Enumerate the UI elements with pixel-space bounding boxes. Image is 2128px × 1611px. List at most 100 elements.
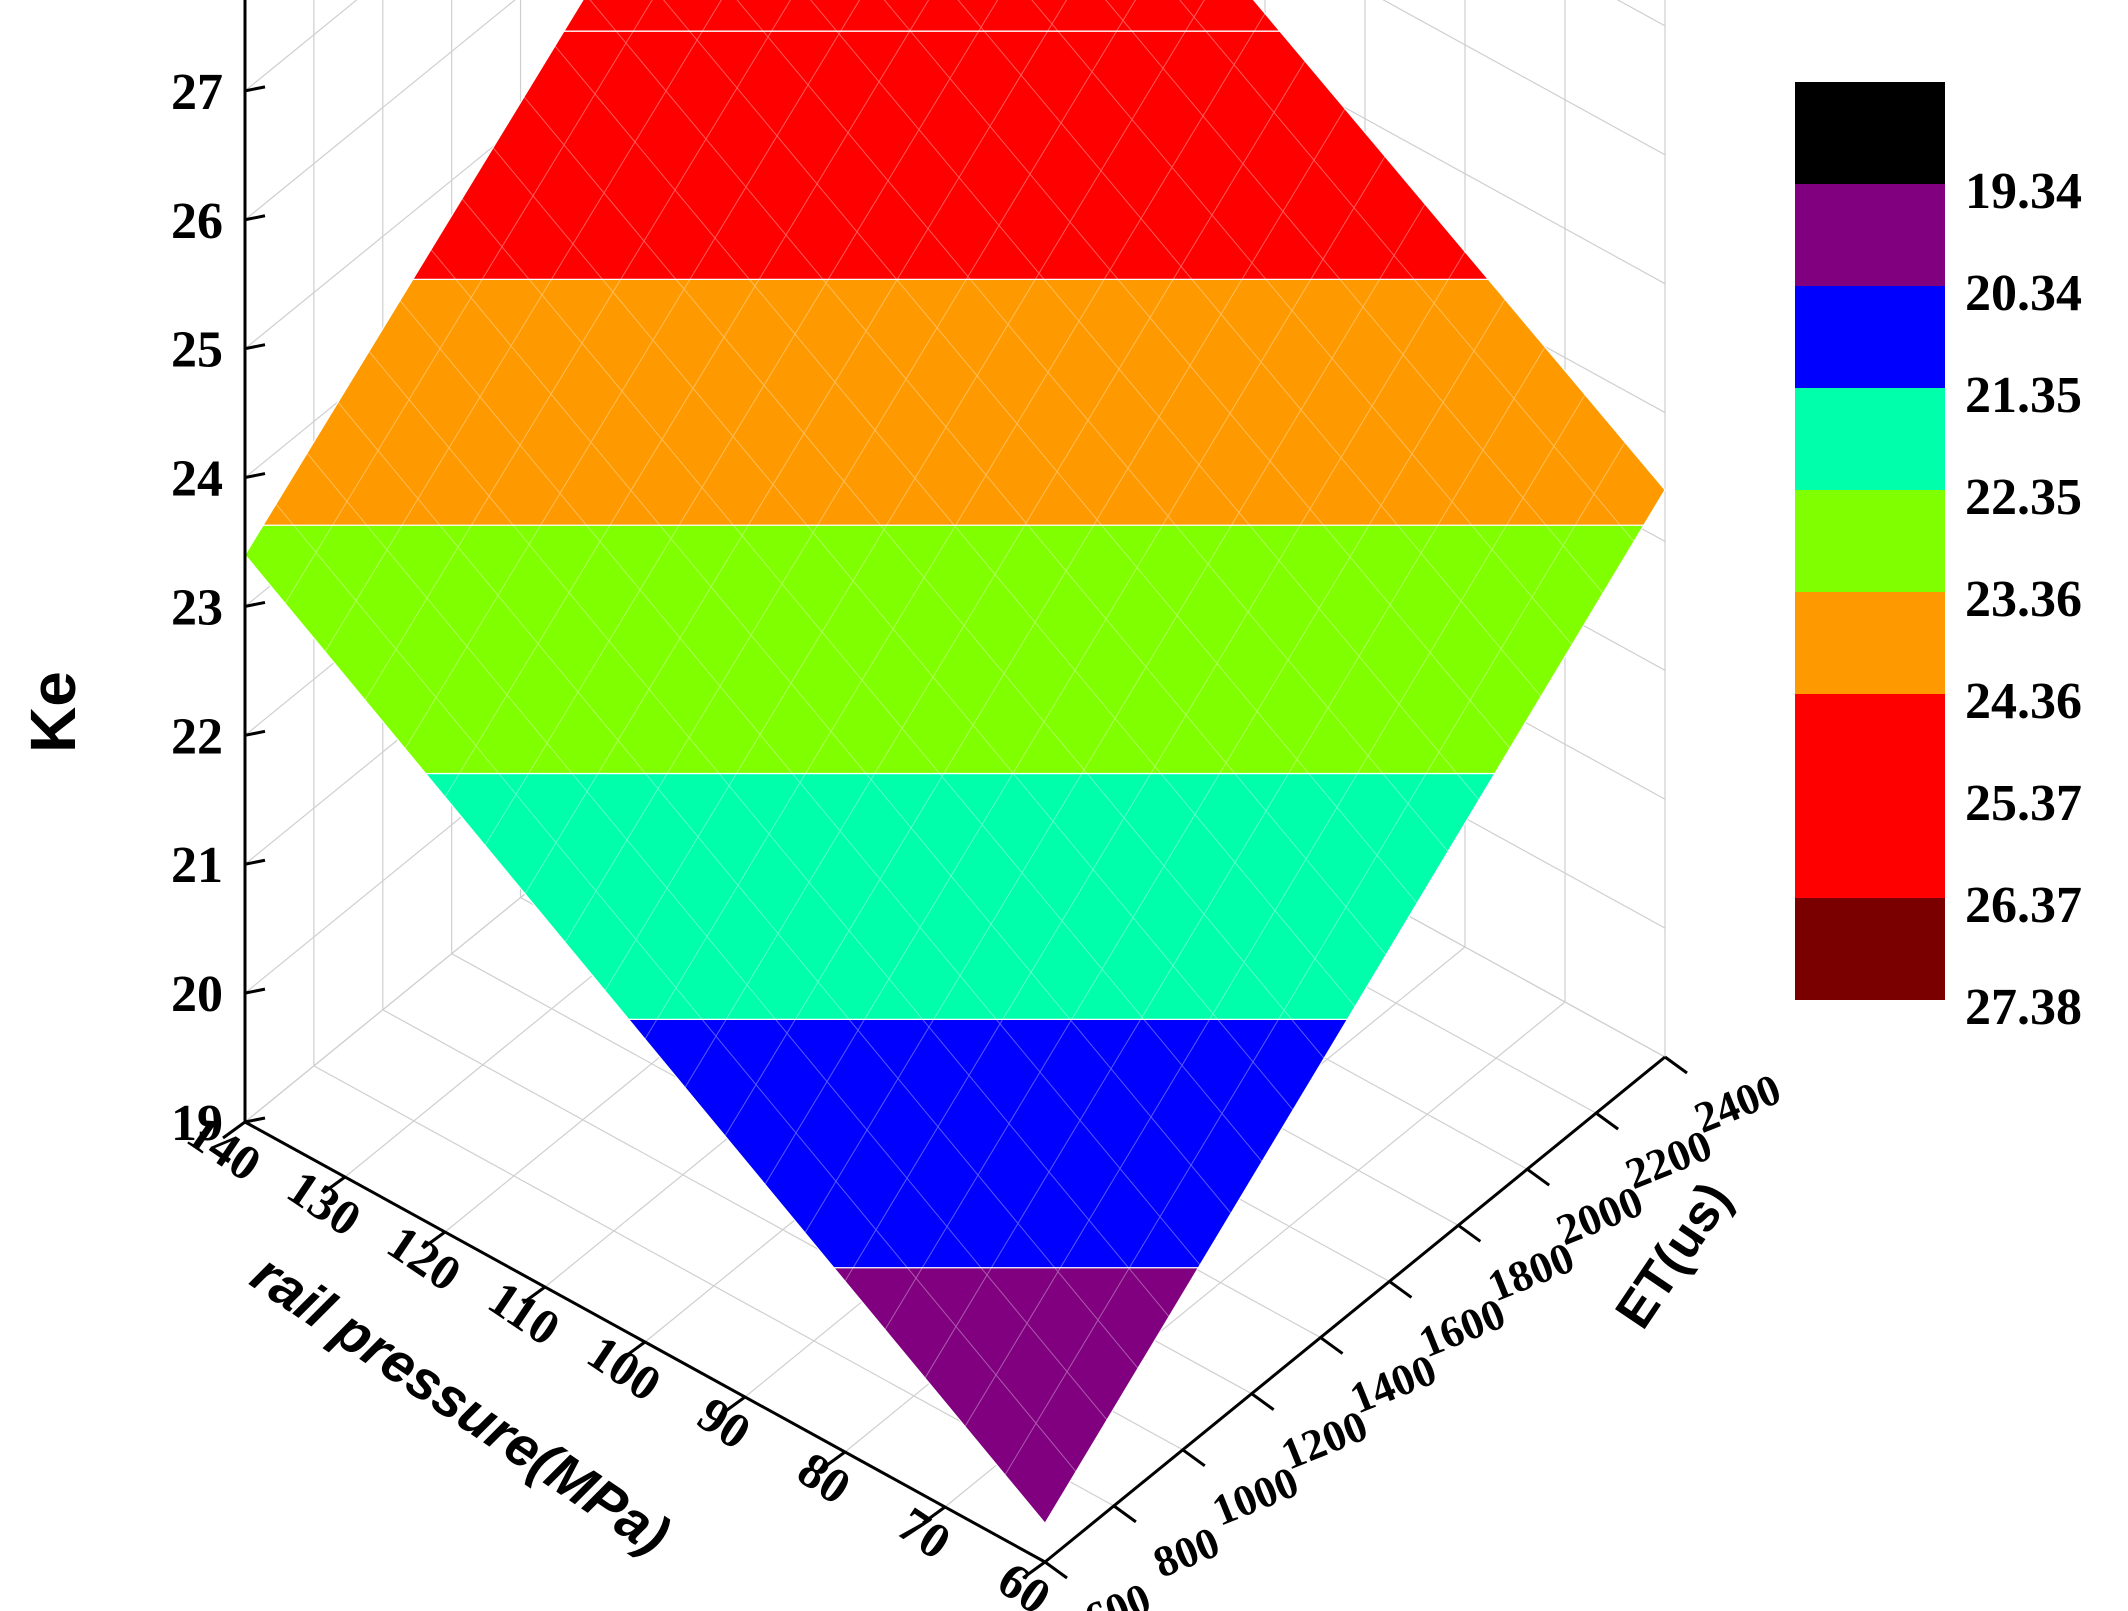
- z-tick-label: 24: [171, 451, 223, 508]
- y-tick-label: 800: [1147, 1517, 1227, 1587]
- y-tick-mark: [1044, 1560, 1068, 1580]
- x-tick-label: 70: [888, 1496, 961, 1570]
- legend-label: 24.36: [1965, 673, 2082, 730]
- mesh-line: [492, 147, 1294, 1111]
- mesh-line: [684, 60, 1306, 1088]
- mesh-line: [337, 401, 1139, 1369]
- z-tick-label: 25: [171, 322, 223, 379]
- legend-swatch: [1795, 592, 1945, 694]
- z-tick-mark: [244, 729, 266, 737]
- legend-label: 25.37: [1965, 775, 2082, 832]
- x-tick-label: 90: [688, 1386, 761, 1460]
- legend-swatch: [1795, 796, 1945, 898]
- y-tick-mark: [1388, 1280, 1413, 1299]
- mesh-line: [1105, 0, 1604, 594]
- mesh-line: [884, 299, 1506, 1330]
- z-tick-mark: [244, 987, 266, 995]
- mesh-line: [662, 0, 1418, 904]
- x-tick-mark: [822, 1450, 846, 1470]
- mesh-line: [430, 249, 1232, 1214]
- legend-swatch: [1795, 388, 1945, 490]
- y-tick-label: 2400: [1688, 1064, 1788, 1142]
- mesh-line: [554, 45, 1356, 1007]
- mesh-line: [1004, 441, 1626, 1476]
- surface-band: [832, 1267, 1200, 1525]
- z-tick-label: 27: [171, 64, 223, 121]
- x-tick-label: 120: [378, 1214, 471, 1302]
- mesh-line: [883, 0, 1511, 749]
- mesh-line: [644, 13, 1266, 1040]
- z-tick-label: 22: [171, 708, 223, 765]
- x-axis-label: rail pressure(MPa): [241, 1241, 681, 1566]
- surface-band: [244, 524, 1645, 775]
- x-tick-mark: [322, 1175, 346, 1195]
- mesh-line: [764, 156, 1386, 1185]
- x-tick-label: 130: [278, 1159, 371, 1247]
- x-tick-label: 80: [788, 1441, 861, 1515]
- legend-swatch: [1795, 490, 1945, 592]
- x-tick-label: 100: [578, 1324, 671, 1412]
- legend-label: 21.35: [1965, 367, 2082, 424]
- y-tick-mark: [1526, 1168, 1551, 1187]
- z-tick-mark: [244, 600, 266, 608]
- x-tick-mark: [422, 1230, 446, 1250]
- z-axis-label: Ke: [17, 671, 89, 753]
- x-tick-mark: [522, 1285, 546, 1305]
- mesh-line: [1031, 0, 1573, 646]
- x-tick-mark: [222, 1120, 246, 1140]
- grid-line: [244, 0, 358, 92]
- mesh-line: [524, 0, 1068, 895]
- legend-label: 23.36: [1965, 571, 2082, 628]
- mesh-line: [724, 108, 1346, 1137]
- z-tick-mark: [244, 214, 266, 222]
- x-tick-mark: [722, 1395, 746, 1415]
- legend-swatch: [1795, 184, 1945, 286]
- mesh-line: [404, 0, 861, 749]
- surface-layer: [244, 0, 1666, 1525]
- y-tick-mark: [1113, 1504, 1137, 1524]
- y-axis-line: [1044, 1055, 1666, 1564]
- mesh-line: [964, 394, 1586, 1427]
- mesh-line: [306, 452, 1108, 1421]
- surface-mesh: [275, 0, 1635, 1476]
- mesh-line: [484, 0, 999, 846]
- mesh-line: [736, 0, 1449, 852]
- legend: 19.34 20.34 21.35 22.35 23.36 24.36 25.37 26.37…: [1795, 82, 2082, 1036]
- mesh-line: [804, 203, 1426, 1234]
- mesh-line: [589, 0, 1387, 956]
- mesh-line: [368, 350, 1170, 1317]
- legend-swatch: [1795, 82, 1945, 184]
- mesh-line: [924, 346, 1546, 1379]
- legend-label: 27.38: [1965, 979, 2082, 1036]
- z-tick-mark: [244, 472, 266, 480]
- legend-swatch: [1795, 286, 1945, 388]
- grid-line: [1382, 0, 1666, 156]
- z-tick-mark: [244, 343, 266, 351]
- z-tick-label: 26: [171, 193, 223, 250]
- z-tick-label: 20: [171, 966, 223, 1023]
- surface-band: [627, 1018, 1349, 1269]
- legend-swatch: [1795, 898, 1945, 1000]
- x-tick-mark: [922, 1505, 946, 1525]
- mesh-line: [275, 503, 1077, 1472]
- mesh-line: [1179, 0, 1635, 542]
- x-tick-mark: [1022, 1560, 1046, 1580]
- mesh-line: [461, 198, 1263, 1162]
- mesh-line: [810, 0, 1480, 801]
- mesh-line: [284, 0, 653, 604]
- x-tick-label: 110: [479, 1269, 570, 1356]
- surface-band: [562, 0, 1282, 32]
- y-tick-label: 600: [1078, 1573, 1158, 1611]
- grid-line: [244, 0, 516, 221]
- mesh-line: [844, 251, 1466, 1282]
- z-tick-label: 19: [171, 1095, 223, 1152]
- legend-label: 22.35: [1965, 469, 2082, 526]
- legend-swatch: [1795, 694, 1945, 796]
- mesh-line: [324, 0, 722, 652]
- mesh-line: [399, 300, 1201, 1266]
- z-tick-label: 21: [171, 837, 223, 894]
- legend-label: 26.37: [1965, 877, 2082, 934]
- mesh-line: [957, 0, 1542, 697]
- y-tick-mark: [1319, 1336, 1344, 1355]
